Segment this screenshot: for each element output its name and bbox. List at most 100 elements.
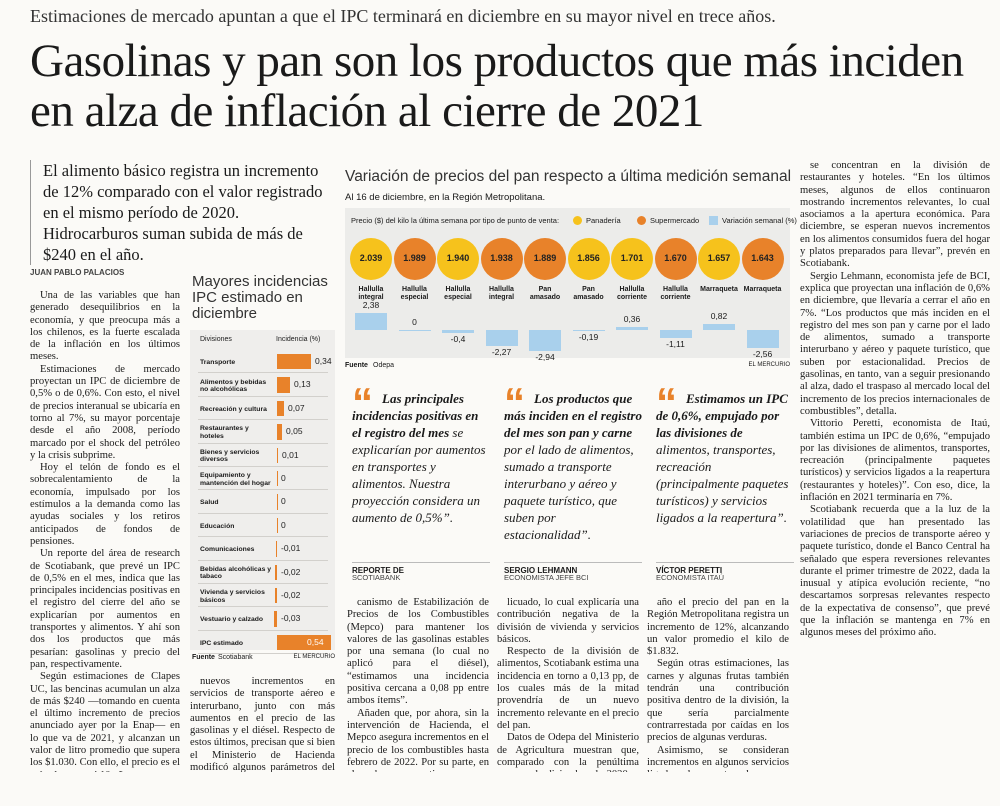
variation-label: -2,94 — [535, 351, 555, 362]
value-label: -0,02 — [281, 590, 301, 600]
paragraph: se concentran en la división de restaura… — [800, 160, 990, 270]
category-label: Hallulla corriente — [617, 286, 647, 301]
row-rule — [198, 653, 328, 655]
category-label: Equipamiento y mantención del hogar — [200, 472, 271, 487]
category-label: Salud — [200, 499, 219, 507]
price-bubble — [480, 238, 523, 280]
legend-swatch — [573, 216, 582, 225]
row-rule — [198, 372, 328, 374]
quote: Los productos que más inciden en el regi… — [504, 390, 642, 543]
category-label: Recreación y cultura — [200, 405, 267, 413]
variation-label: -0,4 — [450, 333, 466, 344]
price-label: 1.657 — [707, 253, 731, 263]
legend-label: Supermercado — [650, 216, 700, 225]
row-rule — [198, 559, 328, 561]
bar — [277, 377, 290, 393]
variation-label: 0,36 — [623, 314, 641, 325]
value-label: 0,54 — [307, 636, 324, 647]
bar — [275, 588, 277, 604]
row-rule — [198, 629, 328, 631]
price-label: 1.889 — [533, 253, 557, 263]
variation-label: -2,27 — [491, 346, 512, 357]
text-column: canismo de Estabilización de Precios de … — [347, 597, 489, 772]
source-label: Fuente — [345, 362, 368, 369]
source-label: Fuente — [192, 654, 215, 661]
variation-label: -0,19 — [578, 332, 599, 343]
quote: Estimamos un IPC de 0,6%, empujado por l… — [656, 390, 794, 526]
category-label: Comunicaciones — [200, 546, 255, 554]
row-rule — [198, 606, 328, 608]
price-bubble — [567, 238, 610, 280]
variation-label: -1,11 — [666, 338, 685, 349]
category-label: Bienes y servicios diversos — [200, 448, 260, 464]
price-label: 1.643 — [751, 253, 774, 263]
category-label: Pan amasado — [573, 286, 604, 301]
chart-panel: Precio ($) del kilo la última semana por… — [345, 208, 797, 362]
variation-label: 2,38 — [362, 300, 380, 311]
category-header: Divisiones — [200, 336, 232, 343]
row-rule — [198, 583, 328, 584]
quote-name: VÍCTOR PERETTI — [656, 562, 794, 575]
category-label: Bebidas alcohólicas y tabaco — [200, 565, 272, 581]
paragraph: canismo de Estabilización de Precios de … — [347, 597, 489, 707]
price-label: 1.938 — [490, 253, 513, 263]
quote-italic: alimentos, transportes, recreación (prin… — [656, 442, 789, 525]
quote: Las principales incidencias positivas en… — [352, 390, 490, 526]
quote-role: ECONOMISTA ITAÚ — [656, 573, 725, 582]
quote-bold: Las principales incidencias positivas en… — [352, 391, 479, 440]
chart-panel: Divisiones Incidencia (%) Transporte 0,34 Al… — [190, 330, 335, 655]
credit: EL MERCURIO — [748, 362, 790, 368]
price-bubble — [654, 238, 697, 280]
quote-mark: “ — [504, 379, 525, 426]
paragraph: licuado, lo cual explicaría una contribu… — [497, 597, 639, 645]
chart: Mayores incidencias IPC estimado en dici… — [190, 274, 335, 666]
variation-bar — [703, 324, 735, 330]
category-label: Pan amasado — [529, 286, 561, 301]
category-label: Hallulla integral — [488, 286, 515, 301]
headline: Gasolinas y pan son los productos que má… — [30, 35, 964, 137]
paragraph: Una de las variables que han generado de… — [30, 290, 180, 363]
variation-bar — [616, 327, 648, 330]
variation-bar — [442, 330, 474, 333]
price-label: 1.989 — [403, 253, 426, 263]
source: Scotiabank — [218, 654, 253, 661]
category-label: Marraqueta — [700, 286, 738, 293]
price-bubble — [350, 238, 392, 280]
category-label: Hallulla integral — [358, 286, 384, 301]
variation-bar — [355, 313, 387, 330]
bar — [277, 471, 278, 487]
paragraph: Según estimaciones de Clapes UC, las ben… — [30, 671, 180, 772]
bar — [277, 634, 331, 651]
byline: JUAN PABLO PALACIOS — [30, 268, 125, 277]
text-column: licuado, lo cual explicaría una contribu… — [497, 597, 639, 772]
category-label: Hallulla especial — [400, 286, 429, 301]
row-rule — [198, 419, 328, 421]
lead: El alimento básico registra un increment… — [30, 160, 330, 265]
row-rule — [198, 466, 328, 467]
paragraph: Estimaciones de mercado proyectan un IPC… — [30, 363, 180, 461]
bar — [277, 424, 282, 440]
paragraph: Hoy el telón de fondo es el sobrecalenta… — [30, 462, 180, 547]
price-bubble — [698, 238, 740, 280]
text-column: año el precio del pan en la Región Metro… — [647, 597, 789, 772]
value-label: -0,03 — [281, 613, 301, 624]
row-rule — [198, 395, 328, 397]
value-header: Incidencia (%) — [276, 336, 321, 343]
bar — [277, 447, 278, 463]
quote-name: REPORTE DE — [352, 562, 490, 575]
price-label: 1.856 — [577, 253, 600, 263]
variation-bar — [659, 330, 692, 338]
value-label: 0,34 — [315, 356, 332, 366]
price-bubble — [393, 238, 436, 280]
quote-italic: se explicarían por aumentos en transport… — [352, 425, 486, 525]
paragraph: Según otras estimaciones, las carnes y a… — [647, 658, 789, 744]
paragraph: Añaden que, por ahora, sin la intervenci… — [347, 707, 489, 772]
bar — [277, 517, 278, 534]
value-label: 0,07 — [288, 402, 305, 413]
paragraph: Scotiabank recuerda que a la luz de la v… — [800, 504, 990, 639]
paragraph: nuevos incrementos en servicios de trans… — [190, 676, 335, 772]
paragraph: Un reporte del área de research de Scoti… — [30, 548, 180, 670]
paragraph: Sergio Lehmann, economista jefe de BCI, … — [800, 270, 990, 417]
legend-title: Precio ($) del kilo la última semana por… — [351, 216, 560, 225]
